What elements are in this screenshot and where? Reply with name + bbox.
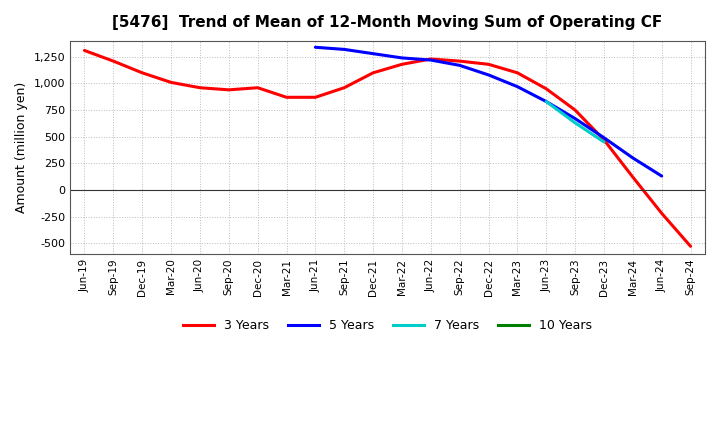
Title: [5476]  Trend of Mean of 12-Month Moving Sum of Operating CF: [5476] Trend of Mean of 12-Month Moving … <box>112 15 662 30</box>
Y-axis label: Amount (million yen): Amount (million yen) <box>15 82 28 213</box>
Legend: 3 Years, 5 Years, 7 Years, 10 Years: 3 Years, 5 Years, 7 Years, 10 Years <box>178 314 598 337</box>
